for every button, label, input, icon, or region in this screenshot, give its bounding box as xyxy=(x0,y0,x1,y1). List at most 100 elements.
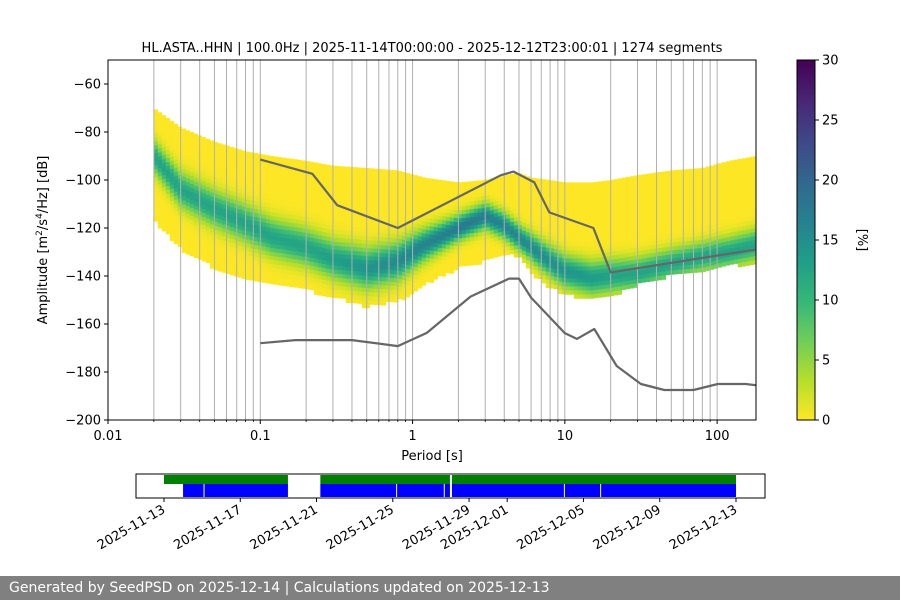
heatmap-cell xyxy=(181,220,187,225)
heatmap-cell xyxy=(685,177,691,182)
heatmap-cell xyxy=(613,259,619,264)
heatmap-cell xyxy=(393,234,399,239)
heatmap-cell xyxy=(605,216,611,221)
heatmap-cell xyxy=(213,242,219,247)
heatmap-cell xyxy=(513,217,519,222)
heatmap-cell xyxy=(281,249,287,254)
heatmap-cell xyxy=(529,265,535,270)
heatmap-cell xyxy=(721,218,727,223)
heatmap-cell xyxy=(733,187,739,192)
heatmap-cell xyxy=(569,194,575,199)
heatmap-cell xyxy=(365,260,371,265)
heatmap-cell xyxy=(445,256,451,262)
heatmap-cell xyxy=(309,241,315,247)
heatmap-cell xyxy=(617,218,623,223)
heatmap-cell xyxy=(341,246,347,251)
heatmap-cell xyxy=(737,186,743,192)
heatmap-cell xyxy=(589,218,595,223)
heatmap-cell xyxy=(657,212,663,217)
heatmap-cell xyxy=(333,177,339,183)
heatmap-cell xyxy=(665,266,671,272)
heatmap-cell xyxy=(401,244,407,249)
heatmap-cell xyxy=(565,270,571,275)
heatmap-cell xyxy=(601,284,607,290)
heatmap-cell xyxy=(445,260,451,266)
heatmap-cell xyxy=(685,209,691,214)
heatmap-cell xyxy=(325,164,331,169)
heatmap-cell xyxy=(521,250,527,255)
heatmap-cell xyxy=(285,186,291,191)
heatmap-cell xyxy=(213,222,219,227)
heatmap-cell xyxy=(669,238,675,243)
heatmap-cell xyxy=(229,155,235,160)
heatmap-cell xyxy=(489,202,495,207)
heatmap-cell xyxy=(405,205,411,210)
heatmap-cell xyxy=(593,245,599,251)
heatmap-cell xyxy=(409,278,415,283)
heatmap-cell xyxy=(453,238,459,243)
heatmap-cell xyxy=(273,272,279,277)
heatmap-cell xyxy=(365,216,371,221)
heatmap-cell xyxy=(561,198,567,203)
heatmap-cell xyxy=(713,192,719,197)
heatmap-cell xyxy=(569,190,575,195)
heatmap-cell xyxy=(313,278,319,283)
heatmap-cell xyxy=(585,262,591,267)
heatmap-cell xyxy=(665,182,671,188)
heatmap-cell xyxy=(661,175,667,180)
heatmap-cell xyxy=(661,223,667,228)
heatmap-cell xyxy=(373,168,379,173)
heatmap-cell xyxy=(357,239,363,244)
heatmap-cell xyxy=(425,178,431,183)
heatmap-cell xyxy=(601,232,607,238)
heatmap-cell xyxy=(341,270,347,275)
heatmap-cell xyxy=(689,176,695,182)
heatmap-cell xyxy=(429,230,435,235)
heatmap-cell xyxy=(429,206,435,211)
heatmap-cell xyxy=(481,216,487,221)
heatmap-cell xyxy=(469,249,475,254)
heatmap-cell xyxy=(653,240,659,245)
heatmap-cell xyxy=(321,256,327,261)
heatmap-cell xyxy=(505,182,511,187)
heatmap-cell xyxy=(217,251,223,256)
heatmap-cell xyxy=(297,175,303,181)
heatmap-cell xyxy=(365,272,371,277)
heatmap-cell xyxy=(745,201,751,206)
heatmap-cell xyxy=(693,260,699,265)
heatmap-cell xyxy=(273,280,279,285)
heatmap-cell xyxy=(665,214,671,220)
heatmap-cell xyxy=(457,182,463,187)
heatmap-cell xyxy=(297,243,303,249)
heatmap-cell xyxy=(649,261,655,266)
heatmap-cell xyxy=(533,190,539,195)
heatmap-cell xyxy=(597,205,603,210)
heatmap-cell xyxy=(229,147,235,152)
heatmap-cell xyxy=(245,187,251,192)
heatmap-cell xyxy=(237,233,243,238)
heatmap-cell xyxy=(337,190,343,195)
heatmap-cell xyxy=(493,181,499,186)
heatmap-cell xyxy=(741,258,747,263)
heatmap-cell xyxy=(613,287,619,292)
heatmap-cell xyxy=(465,185,471,190)
heatmap-cell xyxy=(713,236,719,241)
heatmap-cell xyxy=(245,215,251,220)
heatmap-cell xyxy=(281,189,287,194)
heatmap-cell xyxy=(505,198,511,203)
heatmap-cell xyxy=(269,207,275,213)
heatmap-cell xyxy=(333,265,339,271)
heatmap-cell xyxy=(245,223,251,228)
heatmap-cell xyxy=(489,194,495,199)
heatmap-cell xyxy=(357,279,363,284)
heatmap-cell xyxy=(709,221,715,226)
heatmap-cell xyxy=(629,204,635,209)
heatmap-cell xyxy=(321,264,327,269)
heatmap-cell xyxy=(265,175,271,180)
heatmap-cell xyxy=(649,209,655,214)
heatmap-cell xyxy=(301,280,307,285)
heatmap-cell xyxy=(557,185,563,190)
heatmap-cell xyxy=(613,203,619,208)
heatmap-cell xyxy=(577,258,583,263)
heatmap-cell xyxy=(485,183,491,188)
